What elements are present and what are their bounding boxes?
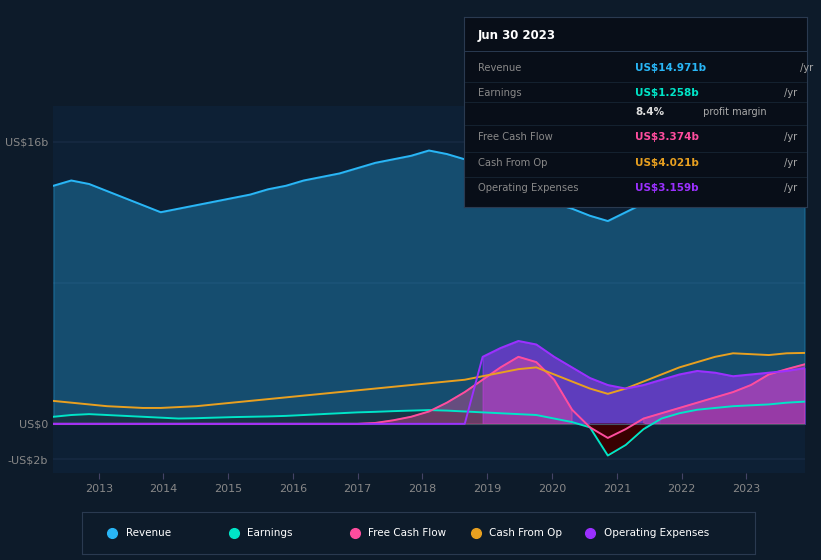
Text: profit margin: profit margin — [700, 107, 767, 117]
Text: Cash From Op: Cash From Op — [478, 158, 547, 169]
Text: Free Cash Flow: Free Cash Flow — [369, 529, 447, 538]
Text: US$3.159b: US$3.159b — [635, 183, 699, 193]
Text: Earnings: Earnings — [247, 529, 292, 538]
Text: Jun 30 2023: Jun 30 2023 — [478, 29, 556, 43]
Text: US$4.021b: US$4.021b — [635, 158, 699, 169]
Text: /yr: /yr — [796, 63, 813, 73]
Text: Free Cash Flow: Free Cash Flow — [478, 132, 553, 142]
Text: US$3.374b: US$3.374b — [635, 132, 699, 142]
Text: /yr: /yr — [781, 88, 796, 98]
Text: US$14.971b: US$14.971b — [635, 63, 707, 73]
Text: Revenue: Revenue — [478, 63, 521, 73]
Text: /yr: /yr — [781, 132, 796, 142]
Text: /yr: /yr — [781, 158, 796, 169]
Text: 8.4%: 8.4% — [635, 107, 664, 117]
Text: Operating Expenses: Operating Expenses — [603, 529, 709, 538]
Text: Revenue: Revenue — [126, 529, 171, 538]
Text: Operating Expenses: Operating Expenses — [478, 183, 578, 193]
Text: /yr: /yr — [781, 183, 796, 193]
Text: Cash From Op: Cash From Op — [489, 529, 562, 538]
Text: Earnings: Earnings — [478, 88, 521, 98]
Text: US$1.258b: US$1.258b — [635, 88, 699, 98]
